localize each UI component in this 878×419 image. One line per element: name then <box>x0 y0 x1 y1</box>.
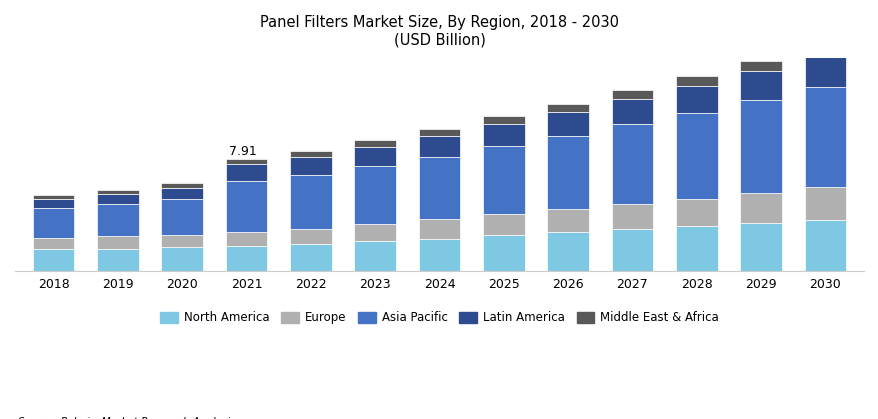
Bar <box>290 244 331 271</box>
Bar <box>162 188 203 199</box>
Text: 7.91: 7.91 <box>229 145 257 158</box>
Bar <box>547 112 588 136</box>
Bar <box>97 190 139 194</box>
Bar <box>354 241 396 271</box>
Bar <box>290 157 331 175</box>
Bar <box>675 113 716 199</box>
Bar <box>32 238 75 249</box>
Bar <box>162 199 203 235</box>
Bar <box>482 124 524 146</box>
Bar <box>226 181 267 232</box>
Legend: North America, Europe, Asia Pacific, Latin America, Middle East & Africa: North America, Europe, Asia Pacific, Lat… <box>155 307 723 329</box>
Bar <box>482 146 524 214</box>
Bar <box>803 88 846 187</box>
Bar <box>547 104 588 112</box>
Bar <box>354 140 396 147</box>
Bar <box>675 199 716 227</box>
Bar <box>611 99 652 124</box>
Bar <box>611 229 652 271</box>
Bar <box>803 220 846 271</box>
Bar <box>482 116 524 124</box>
Bar <box>418 129 460 136</box>
Bar <box>226 246 267 271</box>
Bar <box>803 46 846 57</box>
Bar <box>482 235 524 271</box>
Title: Panel Filters Market Size, By Region, 2018 - 2030
(USD Billion): Panel Filters Market Size, By Region, 20… <box>260 15 618 47</box>
Bar <box>418 220 460 238</box>
Bar <box>739 71 781 100</box>
Bar <box>290 175 331 229</box>
Bar <box>611 90 652 99</box>
Bar <box>547 232 588 271</box>
Bar <box>482 214 524 235</box>
Bar <box>418 157 460 220</box>
Bar <box>97 204 139 236</box>
Bar <box>354 147 396 166</box>
Bar <box>739 223 781 271</box>
Bar <box>32 249 75 271</box>
Bar <box>162 235 203 247</box>
Bar <box>739 61 781 71</box>
Bar <box>418 136 460 157</box>
Bar <box>803 57 846 88</box>
Bar <box>290 151 331 157</box>
Bar <box>32 199 75 208</box>
Bar <box>226 232 267 246</box>
Bar <box>547 136 588 209</box>
Bar <box>418 238 460 271</box>
Text: Source: Polaris  Market Research Analysis: Source: Polaris Market Research Analysis <box>18 417 234 419</box>
Bar <box>675 76 716 85</box>
Bar <box>611 204 652 229</box>
Bar <box>739 193 781 223</box>
Bar <box>226 159 267 164</box>
Bar <box>97 236 139 248</box>
Bar <box>290 229 331 244</box>
Bar <box>739 100 781 193</box>
Bar <box>354 224 396 241</box>
Bar <box>226 164 267 181</box>
Bar <box>32 195 75 199</box>
Bar <box>675 85 716 113</box>
Bar <box>354 166 396 224</box>
Bar <box>611 124 652 204</box>
Bar <box>162 247 203 271</box>
Bar <box>32 208 75 238</box>
Bar <box>547 209 588 232</box>
Bar <box>97 194 139 204</box>
Bar <box>675 227 716 271</box>
Bar <box>162 183 203 188</box>
Bar <box>803 187 846 220</box>
Bar <box>97 248 139 271</box>
